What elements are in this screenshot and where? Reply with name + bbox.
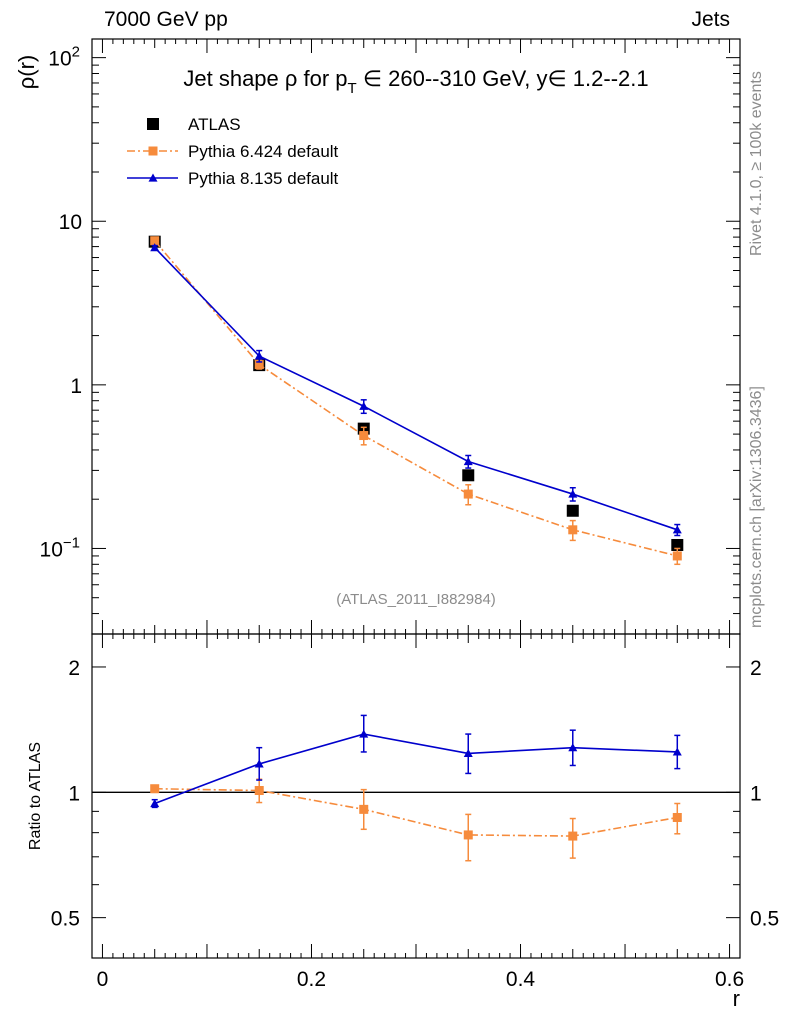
legend-label: Pythia 6.424 default [188, 142, 339, 161]
ratio-point-0 [359, 804, 369, 814]
y-tick-label-main: 10 [59, 211, 82, 234]
legend-marker [148, 173, 158, 182]
header-right-label: Jets [691, 8, 730, 31]
main-panel: 10 1 102 10−1 ρ(r) Jet shape ρ for pT ∈ 260--… [14, 38, 741, 635]
data-point-0 [462, 469, 475, 482]
data-point-2 [254, 351, 264, 360]
ratio-point-1 [359, 729, 369, 738]
data-point-0 [566, 504, 579, 517]
legend-label: Pythia 8.135 default [188, 169, 339, 188]
ratio-point-0 [254, 786, 264, 796]
x-tick-label: 0.6 [715, 968, 744, 991]
legend: ATLAS Pythia 6.424 default Pythia 8.135 de… [127, 115, 339, 188]
ratio-panel: 2 2 1 1 0.5 0.5 0 0.2 0.4 0.6r Ratio to ATLAS [27, 633, 779, 1011]
y-tick-label-ratio-right: 0.5 [750, 908, 779, 931]
ratio-point-1 [254, 759, 264, 768]
x-tick-label: 0 [97, 968, 109, 991]
y-tick-label-ratio: 0.5 [51, 908, 80, 931]
data-point-1 [463, 489, 473, 499]
series-line-2 [154, 247, 678, 531]
ratio-point-1 [568, 743, 578, 752]
y-tick-label-power: 102 [48, 44, 80, 71]
ratio-point-0 [463, 830, 473, 840]
data-point-2 [463, 457, 473, 466]
x-axis-title: r [733, 986, 740, 1011]
data-point-2 [150, 243, 160, 252]
data-point-2 [568, 489, 578, 498]
rivet-version-label: Rivet 4.1.0, ≥ 100k events [748, 71, 765, 256]
data-point-1 [568, 525, 578, 535]
mcplots-reference-label: mcplots.cern.ch [arXiv:1306.3436] [748, 386, 765, 628]
legend-label: ATLAS [188, 115, 241, 134]
x-tick-label: 0.4 [506, 968, 536, 991]
ratio-point-1 [463, 748, 473, 758]
header-left-label: 7000 GeV pp [104, 8, 228, 31]
y-tick-label-power: 10−1 [40, 534, 80, 561]
series-line-1 [154, 240, 678, 557]
data-point-1 [254, 360, 264, 370]
x-tick-label: 0.2 [297, 968, 326, 991]
y-axis-title-main: ρ(r) [14, 55, 39, 90]
y-tick-label-main: 1 [70, 375, 82, 398]
ratio-point-0 [568, 831, 578, 841]
ratio-point-1 [672, 747, 682, 756]
chart-title: Jet shape ρ for pT ∈ 260--310 GeV, y∈ 1.… [183, 66, 648, 97]
ratio-point-0 [672, 812, 682, 822]
ratio-point-1 [150, 798, 160, 808]
ratio-series-line-1 [154, 733, 678, 805]
ratio-point-0 [150, 784, 160, 794]
y-tick-label-ratio: 2 [68, 657, 80, 680]
data-point-2 [359, 401, 369, 410]
data-point-2 [672, 525, 682, 534]
data-point-1 [359, 431, 369, 441]
legend-marker [147, 118, 159, 130]
ratio-frame [91, 633, 741, 959]
analysis-label: (ATLAS_2011_I882984) [336, 591, 496, 608]
y-tick-label-ratio-right: 2 [750, 657, 762, 680]
data-point-1 [150, 236, 160, 246]
ratio-series-line-0 [154, 787, 678, 837]
y-tick-label-ratio: 1 [68, 782, 80, 805]
data-point-1 [672, 551, 682, 561]
legend-marker [148, 146, 158, 156]
y-axis-title-ratio: Ratio to ATLAS [27, 742, 44, 850]
y-tick-label-ratio-right: 1 [750, 782, 762, 805]
